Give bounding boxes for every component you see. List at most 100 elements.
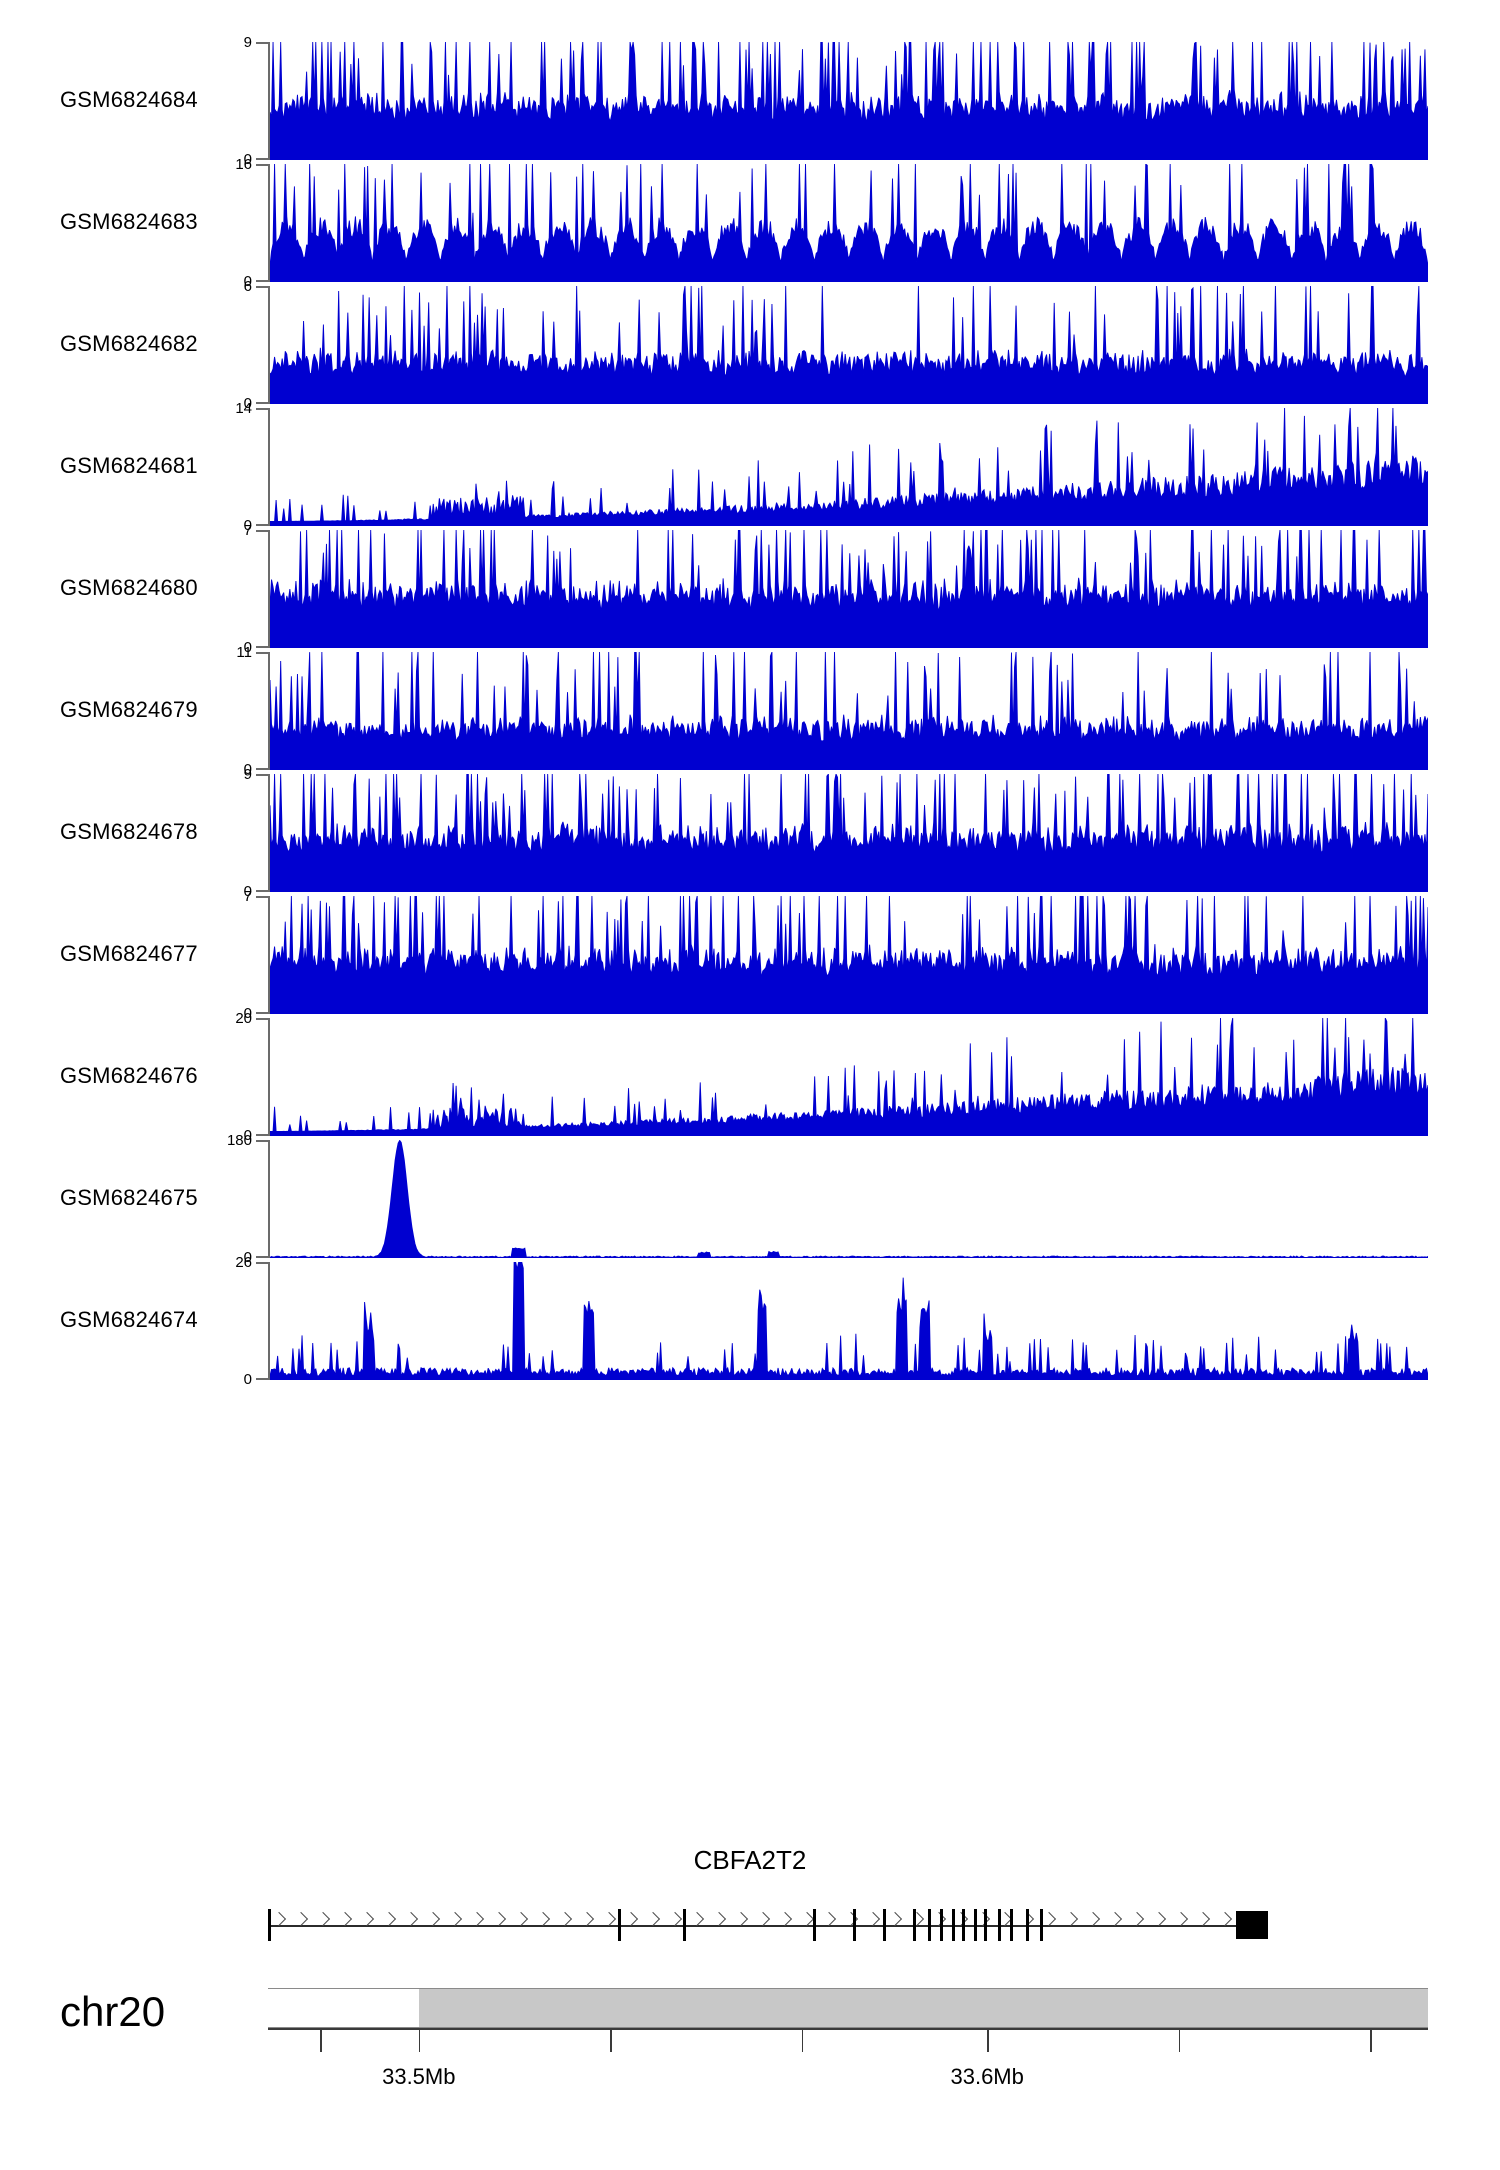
y-axis-tick-max (256, 42, 268, 44)
y-axis-line (268, 1140, 270, 1258)
gene-axis-line (268, 1925, 1268, 1927)
track-plot-area[interactable]: 16 0 (235, 157, 1428, 289)
strand-arrow-icon (271, 1911, 287, 1927)
y-axis-line (268, 42, 270, 160)
strand-arrow-icon (1085, 1911, 1101, 1927)
strand-arrow-icon (601, 1911, 617, 1927)
y-axis-min-label: 0 (243, 639, 252, 656)
exon-marker (883, 1909, 886, 1941)
axis-tick (610, 2028, 612, 2052)
ideogram-bar (268, 1988, 1428, 2028)
strand-arrow-icon (667, 1911, 683, 1927)
y-axis-line (268, 286, 270, 404)
strand-arrow-icon (315, 1911, 331, 1927)
strand-arrow-icon (381, 1911, 397, 1927)
y-axis-tick-max (256, 1018, 268, 1020)
terminal-exon-block (1236, 1911, 1268, 1939)
coverage-baseline (270, 525, 1428, 526)
coverage-histogram (270, 530, 1428, 648)
axis-tick-label: 33.6Mb (950, 2064, 1024, 2089)
strand-arrow-icon (425, 1911, 441, 1927)
strand-arrow-icon (1107, 1911, 1123, 1927)
y-axis-min-label: 0 (243, 1005, 252, 1022)
y-axis-max-label: 180 (226, 1132, 252, 1149)
track-label: GSM6824676 (60, 1063, 198, 1088)
y-axis-max-label: 9 (243, 34, 252, 51)
y-axis-line (268, 408, 270, 526)
strand-arrow-icon (1151, 1911, 1167, 1927)
ideogram-band (418, 1989, 1428, 2027)
y-axis-min-label: 0 (243, 395, 252, 412)
y-axis-tick-min (256, 158, 268, 160)
exon-marker (913, 1909, 916, 1941)
y-axis-tick-min (256, 1256, 268, 1258)
track-plot-area[interactable]: 180 0 (227, 1133, 1428, 1265)
strand-arrow-icon (535, 1911, 551, 1927)
coverage-track-gsm6824682: GSM6824682 6 0 (0, 279, 1500, 411)
strand-arrow-icon (755, 1911, 771, 1927)
y-axis-min-label: 0 (243, 151, 252, 168)
axis-tick (801, 2028, 804, 2052)
track-plot-area[interactable]: 26 0 (235, 1255, 1428, 1387)
coverage-track-gsm6824678: GSM6824678 9 0 (0, 767, 1500, 899)
coverage-baseline (270, 1135, 1428, 1136)
coverage-baseline (270, 1379, 1428, 1380)
coverage-histogram (270, 1018, 1428, 1136)
y-axis-tick-min (256, 890, 268, 892)
strand-arrow-icon (447, 1911, 463, 1927)
strand-arrow-icon (777, 1911, 793, 1927)
track-label: GSM6824683 (60, 209, 198, 234)
track-plot-area[interactable]: 11 0 (236, 645, 1428, 777)
y-axis-line (268, 774, 270, 892)
y-axis-tick-max (256, 652, 268, 654)
exon-marker (940, 1909, 943, 1941)
y-axis-min-label: 0 (243, 273, 252, 290)
y-axis-min-label: 0 (243, 761, 252, 778)
strand-arrow-icon (689, 1911, 705, 1927)
y-axis-tick-min (256, 1134, 268, 1136)
track-plot-area[interactable]: 20 0 (235, 1011, 1428, 1143)
y-axis-max-label: 7 (243, 888, 252, 905)
strand-arrow-icon (1217, 1911, 1233, 1927)
y-axis-max-label: 6 (243, 278, 252, 295)
strand-arrow-icon (469, 1911, 485, 1927)
y-axis-min-label: 0 (243, 1127, 252, 1144)
y-axis-tick-min (256, 280, 268, 282)
gene-name-label: CBFA2T2 (693, 1845, 807, 1875)
y-axis-min-label: 0 (243, 1371, 252, 1388)
strand-arrow-icon (403, 1911, 419, 1927)
exon-marker (853, 1909, 856, 1941)
track-label: GSM6824679 (60, 697, 198, 722)
strand-arrow-icon (1063, 1911, 1079, 1927)
coverage-histogram (270, 774, 1428, 892)
strand-arrow-icon (623, 1911, 639, 1927)
coverage-track-gsm6824684: GSM6824684 9 0 (0, 35, 1500, 167)
y-axis-tick-max (256, 774, 268, 776)
gene-model (268, 1905, 1428, 1945)
track-label: GSM6824678 (60, 819, 198, 844)
coverage-histogram (270, 896, 1428, 1014)
track-label: GSM6824677 (60, 941, 198, 966)
track-label: GSM6824680 (60, 575, 198, 600)
axis-tick (320, 2028, 322, 2052)
coverage-baseline (270, 159, 1428, 160)
axis-tick (987, 2028, 989, 2052)
y-axis-tick-max (256, 530, 268, 532)
strand-arrow-icon (579, 1911, 595, 1927)
y-axis-max-label: 7 (243, 522, 252, 539)
coverage-track-gsm6824683: GSM6824683 16 0 (0, 157, 1500, 289)
coverage-baseline (270, 1257, 1428, 1258)
gene-annotation-track: CBFA2T2 (0, 1845, 1500, 1955)
y-axis-max-label: 26 (235, 1254, 252, 1271)
track-plot-area[interactable]: 14 0 (235, 401, 1428, 533)
strand-arrow-icon (733, 1911, 749, 1927)
y-axis-min-label: 0 (243, 517, 252, 534)
y-axis-tick-max (256, 286, 268, 288)
y-axis-tick-min (256, 1378, 268, 1380)
strand-arrow-icon (491, 1911, 507, 1927)
